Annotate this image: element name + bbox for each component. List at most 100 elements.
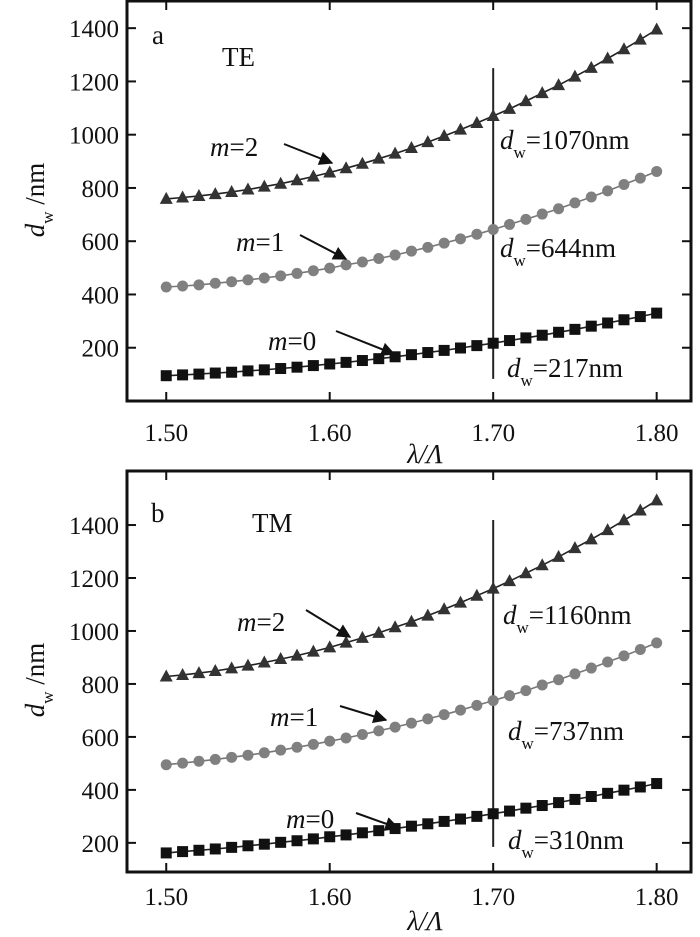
data-point-circle (193, 755, 205, 767)
data-point-circle (569, 668, 581, 680)
data-point-circle (520, 213, 532, 225)
data-point-circle (275, 744, 287, 756)
data-point-circle (193, 279, 205, 291)
data-point-triangle (421, 608, 435, 621)
data-point-circle (487, 223, 499, 235)
data-point-square (177, 369, 189, 381)
series-m=1: m=1 dw=644nm (160, 165, 663, 293)
data-point-square (651, 307, 663, 319)
data-point-square (340, 356, 352, 368)
data-point-triangle (453, 595, 467, 608)
data-point-square (651, 778, 663, 790)
data-point-triangle (404, 141, 418, 154)
y-tick-label: 1400 (69, 16, 119, 43)
data-point-triangle (208, 663, 222, 676)
data-point-square (553, 797, 565, 809)
data-point-square (569, 323, 581, 335)
data-point-circle (471, 699, 483, 711)
y-tick-label: 1000 (69, 619, 119, 646)
arrow-icon (335, 330, 396, 356)
data-point-square (307, 833, 319, 845)
x-tick-label: 1.70 (471, 884, 515, 911)
data-point-circle (340, 732, 352, 744)
data-point-triangle (535, 558, 549, 571)
data-point-circle (373, 725, 385, 737)
value-annotation: dw=310nm (508, 825, 624, 862)
data-point-square (258, 364, 270, 376)
data-point-circle (258, 272, 270, 284)
y-tick-label: 1200 (69, 69, 119, 96)
data-point-triangle (633, 32, 647, 45)
data-point-square (177, 846, 189, 858)
data-point-circle (422, 241, 434, 253)
data-point-square (275, 836, 287, 848)
y-axis-label: dw /nm (20, 163, 57, 238)
data-point-square (340, 829, 352, 841)
data-point-square (242, 840, 254, 852)
data-point-circle (389, 249, 401, 261)
data-point-circle (602, 656, 614, 668)
data-point-square (602, 317, 614, 329)
data-point-circle (618, 178, 630, 190)
data-point-square (553, 326, 565, 338)
data-point-circle (487, 695, 499, 707)
data-point-square (226, 841, 238, 853)
data-point-triangle (323, 640, 337, 653)
data-point-circle (520, 685, 532, 697)
data-point-triangle (388, 620, 402, 633)
data-point-triangle (486, 109, 500, 122)
arrow-icon (355, 812, 400, 831)
arrow-icon (299, 234, 348, 260)
data-point-circle (209, 753, 221, 765)
x-tick-label: 1.60 (308, 884, 352, 911)
data-point-triangle (159, 669, 173, 682)
data-point-square (193, 368, 205, 380)
data-point-circle (291, 267, 303, 279)
series-label: m=1 (236, 227, 284, 257)
data-point-square (454, 813, 466, 825)
value-annotation: dw=217nm (507, 353, 623, 390)
data-point-square (487, 808, 499, 820)
series-label: m=1 (270, 702, 318, 732)
data-point-square (504, 805, 516, 817)
data-point-triangle (453, 122, 467, 135)
data-point-triangle (552, 78, 566, 91)
data-point-circle (471, 228, 483, 240)
data-point-square (602, 787, 614, 799)
series-label: m=0 (286, 804, 334, 834)
data-point-triangle (617, 513, 631, 526)
data-point-triangle (404, 614, 418, 627)
data-point-circle (438, 709, 450, 721)
series-m=0: m=0 dw=217nm (160, 307, 663, 390)
data-point-circle (405, 717, 417, 729)
data-point-triangle (355, 630, 369, 643)
data-point-circle (373, 253, 385, 265)
data-point-circle (160, 281, 172, 293)
data-point-square (585, 791, 597, 803)
y-tick-label: 400 (82, 778, 120, 805)
x-tick-label: 1.70 (471, 420, 515, 447)
data-point-triangle (568, 69, 582, 82)
data-point-circle (536, 208, 548, 220)
data-point-square (422, 818, 434, 830)
value-annotation: dw=1070nm (500, 125, 630, 162)
data-point-square (422, 347, 434, 359)
data-point-triangle (486, 581, 500, 594)
data-point-triangle (470, 115, 484, 128)
data-point-triangle (650, 493, 664, 506)
data-point-circle (340, 259, 352, 271)
y-tick-label: 200 (82, 831, 120, 858)
data-point-triangle (552, 549, 566, 562)
data-point-square (471, 810, 483, 822)
y-axis-label: dw /nm (20, 643, 57, 718)
series-m=2: m=2 dw=1070nm (159, 22, 664, 204)
data-point-triangle (421, 135, 435, 148)
x-tick-label: 1.80 (635, 420, 679, 447)
plot-frame (125, 469, 693, 874)
data-point-circle (438, 237, 450, 249)
data-point-triangle (584, 60, 598, 73)
data-point-triangle (225, 661, 239, 674)
data-point-triangle (257, 655, 271, 668)
data-point-circle (454, 704, 466, 716)
